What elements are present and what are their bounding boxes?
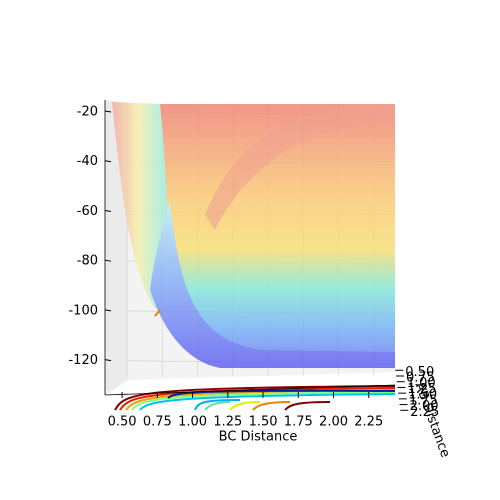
y-tick-label: 1.50 [408,388,437,403]
z-tick-label: -60 [77,204,98,219]
y-tick-label: 0.75 [406,371,435,386]
x-tick-label: 1.25 [213,415,242,430]
x-tick-label: 2.25 [354,415,383,430]
x-tick-label: 0.75 [143,415,172,430]
z-tick [104,110,112,113]
y-tick-label: 2.00 [410,399,439,414]
z-tick [104,209,112,212]
x-tick-label: 1.00 [178,415,207,430]
x-tick-label: 1.50 [249,415,278,430]
y-tick-label: 1.25 [407,382,436,397]
contours [114,309,396,411]
z-tick-label: -40 [77,154,98,169]
x-tick-label: 2.00 [319,415,348,430]
z-tick-label: -20 [77,104,98,119]
z-tick [104,259,112,262]
y-tick-label: 2.25 [410,405,439,420]
z-tick [104,160,112,163]
z-tick-label: -120 [68,353,98,368]
z-tick-label: -80 [77,254,98,269]
y-tick-label: 1.75 [409,393,438,408]
z-tick [104,309,112,312]
y-tick-label: 0.50 [405,365,434,380]
y-tick-label: 1.00 [407,376,436,391]
x-tick-label: 1.75 [284,415,313,430]
x-axis-label: BC Distance [219,430,298,445]
axes [104,100,396,396]
surface [112,102,395,368]
z-tick-label: -100 [68,303,98,318]
z-tick [104,359,112,362]
x-tick-label: 0.50 [108,415,137,430]
